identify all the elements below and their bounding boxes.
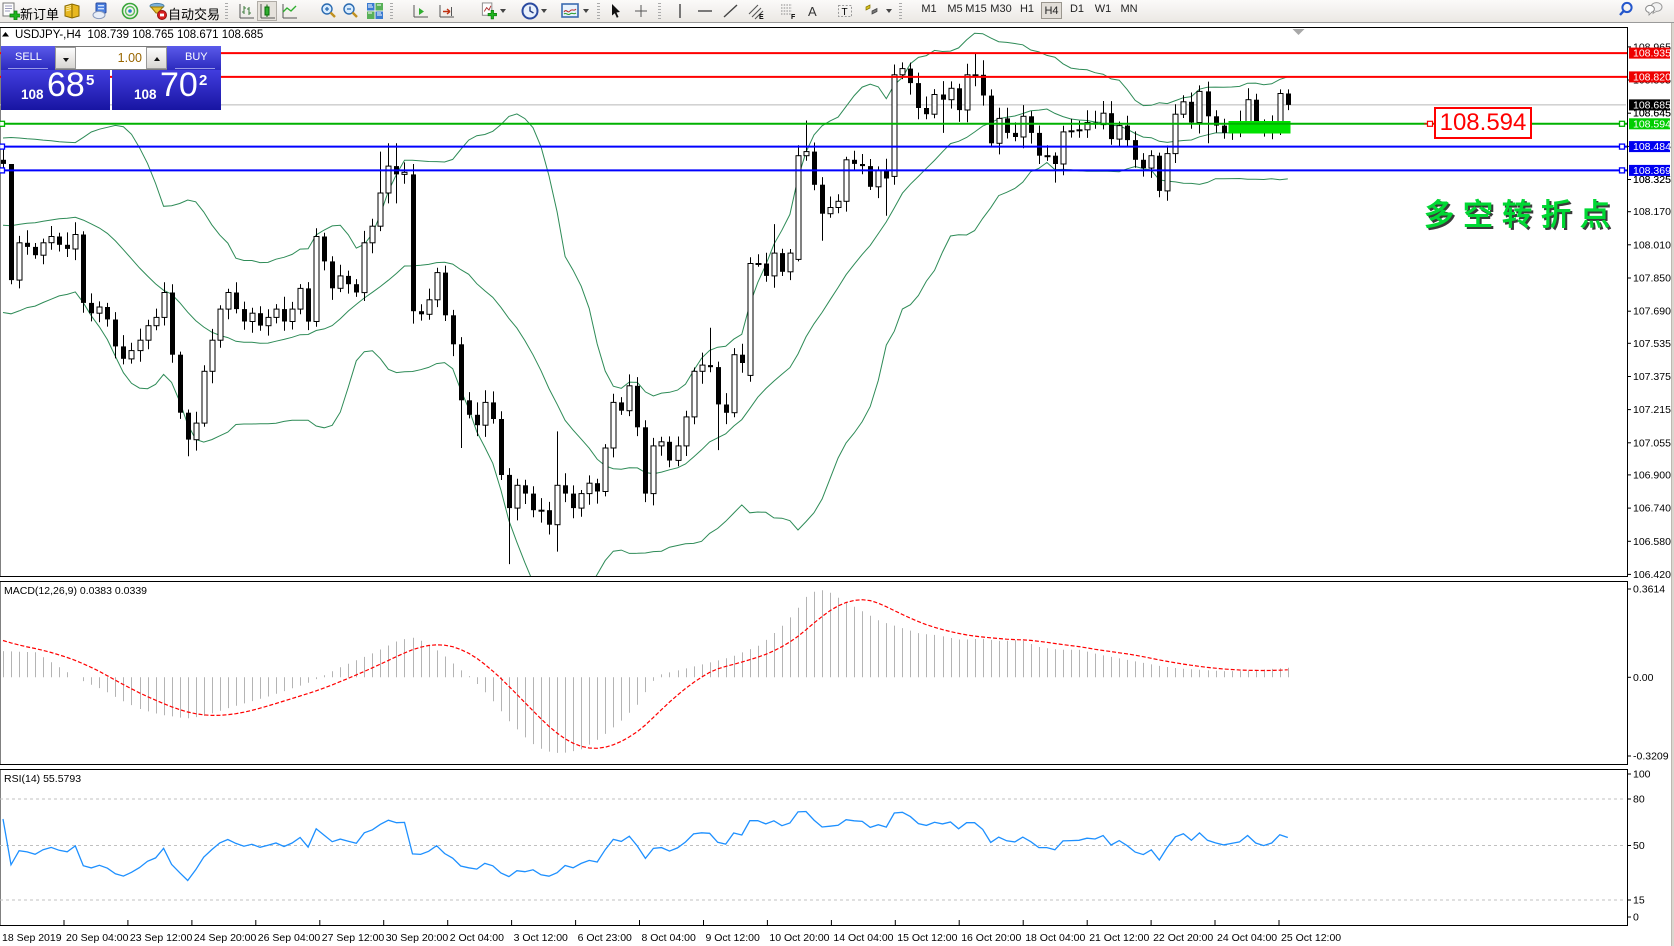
svg-text:23 Sep 12:00: 23 Sep 12:00: [130, 932, 193, 944]
svg-text:80: 80: [1633, 794, 1645, 806]
svg-text:21 Oct 12:00: 21 Oct 12:00: [1089, 932, 1149, 944]
svg-text:107.055: 107.055: [1633, 437, 1671, 449]
svg-text:E: E: [759, 14, 764, 20]
svg-text:15 Oct 12:00: 15 Oct 12:00: [897, 932, 957, 944]
svg-text:108.594: 108.594: [1633, 118, 1671, 130]
svg-text:3 Oct 12:00: 3 Oct 12:00: [514, 932, 568, 944]
svg-text:9 Oct 12:00: 9 Oct 12:00: [706, 932, 760, 944]
svg-text:108.645: 108.645: [1633, 108, 1671, 120]
svg-text:107.375: 107.375: [1633, 371, 1671, 383]
svg-text:108.935: 108.935: [1633, 48, 1671, 60]
svg-text:-0.3209: -0.3209: [1633, 751, 1669, 763]
svg-text:108.010: 108.010: [1633, 239, 1671, 251]
svg-text:26 Sep 04:00: 26 Sep 04:00: [258, 932, 321, 944]
svg-text:8 Oct 04:00: 8 Oct 04:00: [642, 932, 696, 944]
svg-text:16 Oct 20:00: 16 Oct 20:00: [961, 932, 1021, 944]
svg-text:108.820: 108.820: [1633, 71, 1671, 83]
svg-text:24 Oct 04:00: 24 Oct 04:00: [1217, 932, 1277, 944]
svg-text:107.535: 107.535: [1633, 338, 1671, 350]
svg-text:14 Oct 04:00: 14 Oct 04:00: [833, 932, 893, 944]
svg-text:0: 0: [1633, 912, 1639, 924]
svg-text:6 Oct 23:00: 6 Oct 23:00: [578, 932, 632, 944]
svg-text:2 Oct 04:00: 2 Oct 04:00: [450, 932, 504, 944]
svg-text:107.690: 107.690: [1633, 306, 1671, 318]
svg-text:108.484: 108.484: [1633, 141, 1671, 153]
svg-text:107.850: 107.850: [1633, 273, 1671, 285]
svg-text:MACD(12,26,9) 0.0383 0.0339: MACD(12,26,9) 0.0383 0.0339: [4, 585, 147, 597]
svg-text:0.00: 0.00: [1633, 672, 1654, 684]
svg-text:108.645: 108.645: [1633, 108, 1671, 120]
svg-text:25 Oct 12:00: 25 Oct 12:00: [1281, 932, 1341, 944]
svg-text:RSI(14) 55.5793: RSI(14) 55.5793: [4, 773, 81, 785]
svg-text:USDJPY-,H4 108.739 108.765 10: USDJPY-,H4 108.739 108.765 108.671 108.6…: [15, 29, 263, 41]
svg-text:15: 15: [1633, 895, 1645, 907]
svg-text:27 Sep 12:00: 27 Sep 12:00: [322, 932, 385, 944]
svg-text:22 Oct 20:00: 22 Oct 20:00: [1153, 932, 1213, 944]
svg-text:106.420: 106.420: [1633, 569, 1671, 581]
svg-text:50: 50: [1633, 840, 1645, 852]
svg-text:30 Sep 20:00: 30 Sep 20:00: [386, 932, 449, 944]
svg-text:108.325: 108.325: [1633, 174, 1671, 186]
svg-text:108.170: 108.170: [1633, 206, 1671, 218]
svg-text:10 Oct 20:00: 10 Oct 20:00: [769, 932, 829, 944]
svg-text:106.580: 106.580: [1633, 536, 1671, 548]
svg-text:0.3614: 0.3614: [1633, 584, 1665, 596]
svg-text:108.685: 108.685: [1633, 99, 1671, 111]
svg-text:106.740: 106.740: [1633, 503, 1671, 515]
svg-text:T: T: [842, 7, 848, 18]
svg-text:106.900: 106.900: [1633, 469, 1671, 481]
svg-text:107.215: 107.215: [1633, 404, 1671, 416]
svg-text:24 Sep 20:00: 24 Sep 20:00: [194, 932, 257, 944]
svg-text:100: 100: [1633, 769, 1651, 781]
svg-text:18 Sep 2019: 18 Sep 2019: [2, 932, 62, 944]
svg-text:F: F: [791, 14, 796, 20]
svg-text:20 Sep 04:00: 20 Sep 04:00: [66, 932, 129, 944]
svg-text:108.325: 108.325: [1633, 174, 1671, 186]
svg-text:18 Oct 04:00: 18 Oct 04:00: [1025, 932, 1085, 944]
svg-text:108.369: 108.369: [1633, 165, 1671, 177]
